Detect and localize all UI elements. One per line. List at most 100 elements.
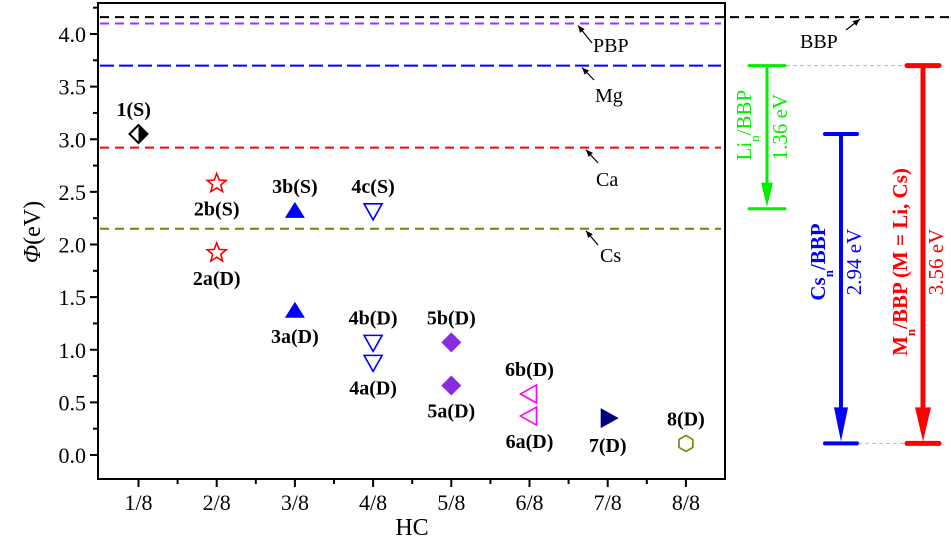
energy-arrow-value: 3.56 eV: [924, 229, 948, 296]
data-point-2ad: 2a(D): [193, 240, 241, 290]
y-tick-label: 1.5: [59, 285, 87, 310]
reference-annotation-ca: Ca: [585, 149, 618, 191]
triangle-up-marker: [284, 201, 305, 218]
energy-label-subscript: n: [903, 328, 918, 336]
data-point-2bs: 2b(S): [194, 171, 240, 220]
diamond-marker: [441, 332, 462, 353]
triangle-left-marker: [518, 405, 538, 427]
energy-label-subscript: n: [747, 135, 762, 142]
data-point-3ad: 3a(D): [271, 301, 319, 348]
y-axis-unit: (eV): [20, 201, 46, 245]
y-axis-symbol: Φ: [20, 245, 46, 263]
x-tick-label: 6/8: [515, 490, 543, 515]
x-tick-label: 2/8: [203, 490, 231, 515]
x-tick-label: 7/8: [594, 490, 622, 515]
energy-arrow-label: Mn/BBP (M = Li, Cs): [888, 168, 918, 356]
data-point-1s: 1(S): [117, 99, 151, 145]
reference-annotation-bbp: BBP: [800, 18, 861, 53]
data-point-5bd: 5b(D): [427, 307, 476, 353]
energy-arrow-cs: Csn/BBP 2.94 eV: [806, 131, 866, 446]
data-point-4cs: 4c(S): [351, 176, 395, 222]
reference-lines: [100, 16, 951, 230]
annotation-arrowhead-icon: [582, 67, 590, 75]
y-tick-label: 3.0: [59, 127, 87, 152]
data-point-label: 6a(D): [506, 431, 554, 453]
hexagon-marker: [678, 434, 694, 453]
x-axis-title: HC: [395, 515, 428, 541]
triangle-down-marker: [362, 203, 384, 222]
data-point-label: 4b(D): [349, 307, 398, 329]
triangle-down-marker: [362, 354, 384, 374]
data-point-4ad: 4a(D): [349, 354, 397, 399]
data-point-label: 8(D): [667, 408, 705, 430]
reference-annotation-cs: Cs: [585, 230, 621, 267]
energy-arrow-label: Csn/BBP: [806, 223, 836, 300]
energy-arrow-m: Mn/BBP (M = Li, Cs) 3.56 eV: [888, 63, 948, 446]
energy-arrow-value: 2.94 eV: [842, 229, 866, 296]
reference-annotation-pbp: PBP: [577, 25, 629, 57]
reference-label-ca: Ca: [596, 169, 618, 191]
star-marker: [205, 240, 229, 263]
annotation-arrowhead-icon: [852, 19, 860, 26]
data-point-6bd: 6b(D): [505, 359, 554, 405]
arrowhead-icon: [761, 182, 773, 207]
x-axis: 1/8 2/8 3/8 4/8 5/8 6/8 7/8 8/8: [124, 479, 700, 515]
star-marker: [205, 171, 229, 194]
y-axis-title: Φ(eV): [20, 201, 46, 263]
y-axis: 0.0 0.5 1.0 1.5 2.0 2.5 3.0 3.5 4.0: [59, 6, 98, 468]
data-point-5ad: 5a(D): [427, 375, 475, 423]
triangle-up-marker: [284, 301, 305, 318]
half-diamond-fill: [138, 124, 148, 143]
data-point-label: 2a(D): [193, 268, 241, 290]
annotation-arrowhead-icon: [586, 230, 593, 239]
x-tick-label: 5/8: [437, 490, 465, 515]
arrowhead-icon: [834, 407, 848, 442]
data-point-label: 7(D): [589, 435, 627, 457]
data-point-label: 4c(S): [351, 176, 394, 198]
triangle-right-marker: [600, 408, 619, 429]
triangle-down-marker: [362, 334, 384, 354]
energy-arrow-li: Lin/BBP 1.36 eV: [732, 64, 792, 211]
data-point-4bd: 4b(D): [349, 307, 398, 354]
data-point-6ad: 6a(D): [506, 405, 554, 453]
data-point-label: 5b(D): [427, 307, 476, 329]
reference-label-bbp: BBP: [800, 31, 838, 53]
data-point-3bs: 3b(S): [272, 176, 318, 218]
energy-arrow-value: 1.36 eV: [768, 94, 792, 160]
x-tick-label: 1/8: [124, 490, 152, 515]
reference-label-cs: Cs: [600, 245, 621, 267]
y-tick-label: 2.5: [59, 180, 87, 205]
data-point-label: 4a(D): [349, 377, 397, 399]
energy-label-rest: /BBP (M = Li, Cs): [888, 168, 912, 330]
annotation-arrowhead-icon: [586, 149, 593, 157]
data-point-label: 5a(D): [427, 401, 475, 423]
data-point-label: 6b(D): [505, 359, 554, 381]
reference-label-pbp: PBP: [593, 35, 629, 57]
diamond-marker: [441, 375, 462, 396]
reference-annotations: BBP PBP Mg Ca Cs: [577, 18, 861, 267]
data-point-7d: 7(D): [589, 408, 627, 457]
data-point-label: 3a(D): [271, 326, 319, 348]
y-tick-label: 3.5: [59, 75, 87, 100]
y-tick-label: 0.0: [59, 443, 87, 468]
y-tick-label: 2.0: [59, 233, 87, 258]
reference-annotation-mg: Mg: [581, 67, 623, 107]
energy-label-rest: /BBP: [806, 223, 830, 271]
energy-arrow-label: Lin/BBP: [732, 90, 762, 161]
energy-label-main: Li: [732, 142, 756, 161]
triangle-left-marker: [518, 383, 538, 405]
energy-label-main: Cs: [806, 277, 830, 300]
energy-label-main: M: [888, 336, 912, 356]
y-tick-label: 4.0: [59, 22, 87, 47]
y-tick-label: 0.5: [59, 390, 87, 415]
x-tick-label: 4/8: [359, 490, 387, 515]
y-tick-label: 1.0: [59, 338, 87, 363]
data-points: 1(S) 2b(S) 2a(D) 3b(S) 3a(D) 4c(S) 4b(D) 4a(D) 5…: [117, 99, 705, 457]
arrowhead-icon: [915, 407, 931, 442]
annotation-arrowhead-icon: [578, 25, 585, 33]
reference-label-mg: Mg: [595, 85, 623, 107]
data-point-label: 2b(S): [194, 198, 240, 220]
data-point-label: 1(S): [117, 99, 151, 121]
